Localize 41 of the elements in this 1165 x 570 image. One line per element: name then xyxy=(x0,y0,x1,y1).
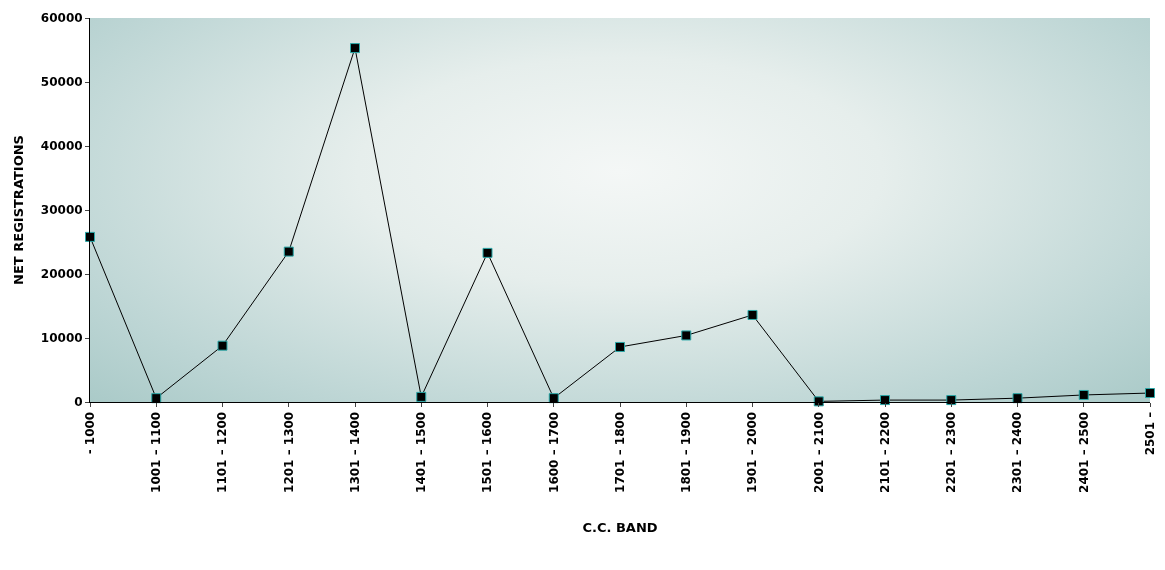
point xyxy=(350,43,360,54)
point xyxy=(1145,388,1155,399)
point xyxy=(615,341,625,352)
x-tick-label: 2501 – xyxy=(1142,411,1157,456)
y-tick-label: 10000 xyxy=(40,331,83,346)
x-tick-label: - 1000 xyxy=(82,411,97,455)
point xyxy=(681,330,692,341)
x-tick-label: 2101 – 2200 xyxy=(877,411,892,493)
point xyxy=(747,309,758,320)
x-tick-label: 1401 – 1500 xyxy=(414,411,429,493)
x-tick-label: 1301 – 1400 xyxy=(347,411,362,493)
x-tick-label: 1901 – 2000 xyxy=(745,411,760,493)
point xyxy=(813,396,824,407)
x-tick-label: 1201 – 1300 xyxy=(281,411,296,493)
x-tick-label: 1501 – 1600 xyxy=(480,411,495,493)
point xyxy=(1012,393,1023,404)
point xyxy=(217,340,228,351)
x-tick-label: 1801 – 1900 xyxy=(679,411,694,493)
point xyxy=(548,393,559,404)
point xyxy=(85,231,95,242)
y-tick-label: 40000 xyxy=(40,139,83,154)
y-tick-label: 0 xyxy=(74,395,83,410)
x-tick-label: 2301 – 2400 xyxy=(1010,411,1025,493)
point xyxy=(283,246,294,257)
x-tick-label: 1101 – 1200 xyxy=(215,411,230,493)
x-tick-label: 1001 – 1100 xyxy=(149,411,164,493)
y-tick-label: 50000 xyxy=(40,75,83,90)
y-tick-label: 60000 xyxy=(40,11,83,26)
point xyxy=(482,247,493,258)
x-tick-label: 2401 – 2500 xyxy=(1076,411,1091,493)
y-tick-label: 20000 xyxy=(40,267,83,282)
x-tick-label: 2201 – 2300 xyxy=(944,411,959,493)
y-tick-label: 30000 xyxy=(40,203,83,218)
point xyxy=(416,391,427,402)
y-axis-title: NET REGISTRATIONS xyxy=(10,135,26,285)
x-tick-label: 2001 – 2100 xyxy=(811,411,826,493)
x-tick-label: 1600 – 1700 xyxy=(546,411,561,493)
x-axis-title: C.C. BAND xyxy=(582,519,658,535)
x-tick-label: 1701 – 1800 xyxy=(612,411,627,493)
point xyxy=(151,393,162,404)
point xyxy=(1078,389,1089,400)
